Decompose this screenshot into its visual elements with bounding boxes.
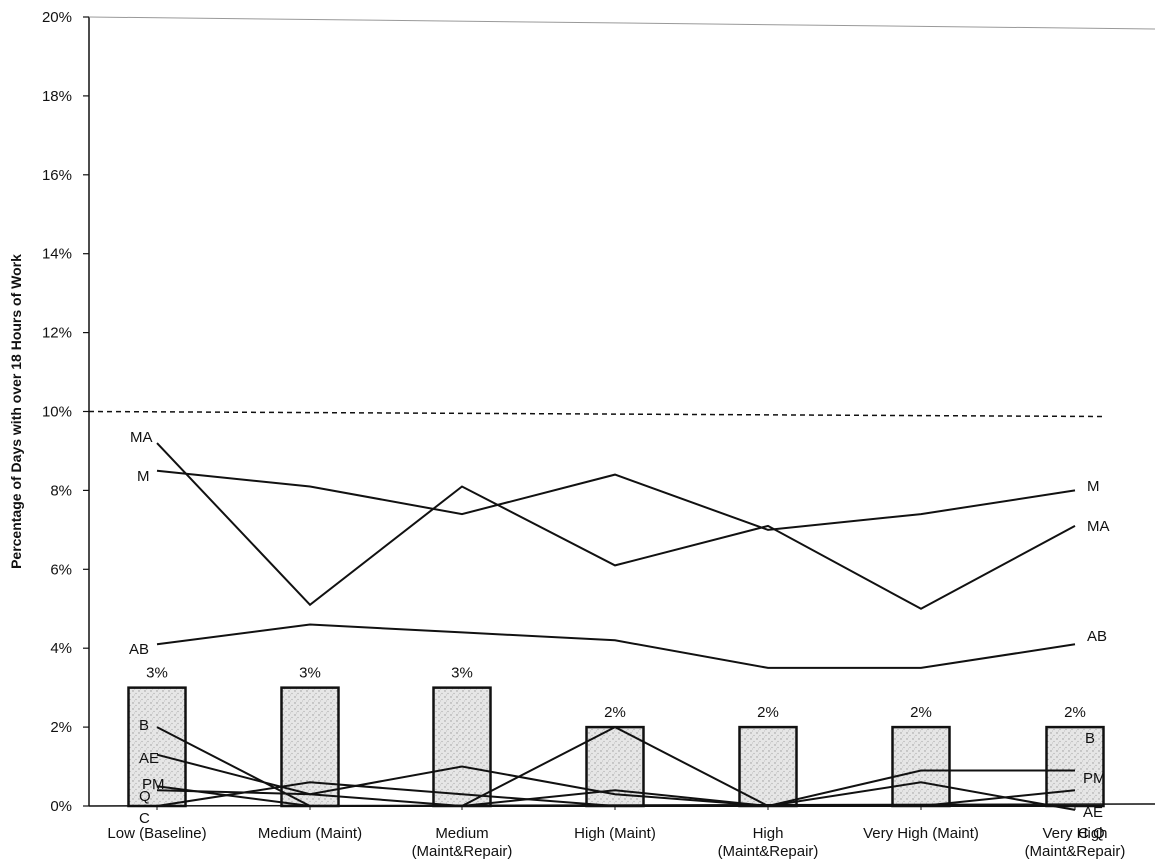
- bar-value-label: 3%: [146, 665, 168, 682]
- y-tick-label: 4%: [50, 640, 72, 657]
- series-end-label: AB: [1087, 628, 1107, 645]
- y-tick-label: 20%: [42, 9, 72, 26]
- y-tick-label: 10%: [42, 404, 72, 421]
- bar: [738, 725, 798, 808]
- y-tick-label: 18%: [42, 88, 72, 105]
- bar: [891, 725, 951, 808]
- series-line-m: [156, 469, 1076, 531]
- x-tick-label: Medium (Maint): [258, 825, 362, 842]
- y-tick-label: 14%: [42, 246, 72, 263]
- bar-value-label: 2%: [604, 704, 626, 721]
- series-start-label: M: [137, 468, 150, 485]
- bar: [127, 686, 187, 808]
- x-tick-label: Very High (Maint&Repair): [1025, 825, 1126, 860]
- bar-value-label: 2%: [757, 704, 779, 721]
- y-axis-label: Percentage of Days with over 18 Hours of…: [8, 254, 24, 569]
- threshold-line: [88, 410, 1104, 418]
- series-end-label: Q: [1093, 825, 1105, 842]
- series-start-label: B: [139, 717, 149, 734]
- series-end-label: AE: [1083, 804, 1103, 821]
- series-end-label: MA: [1087, 518, 1110, 535]
- bar: [280, 686, 340, 808]
- bar-value-label: 2%: [910, 704, 932, 721]
- y-tick-label: 6%: [50, 561, 72, 578]
- y-tick-label: 12%: [42, 325, 72, 342]
- series-start-label: AB: [129, 641, 149, 658]
- x-tick-label: High (Maint): [574, 825, 656, 842]
- series-start-label: C: [139, 810, 150, 827]
- bar: [432, 686, 492, 808]
- y-tick-label: 0%: [50, 798, 72, 815]
- series-end-label: C: [1078, 825, 1089, 842]
- bar-value-label: 2%: [1064, 704, 1086, 721]
- series-end-label: M: [1087, 478, 1100, 495]
- x-tick-label: Low (Baseline): [107, 825, 206, 842]
- y-tick-label: 2%: [50, 719, 72, 736]
- plot-top-border: [88, 16, 1156, 30]
- x-tick-label: High (Maint&Repair): [718, 825, 819, 860]
- series-line-ma: [156, 442, 1076, 610]
- series-start-label: AE: [139, 750, 159, 767]
- y-tick-label: 16%: [42, 167, 72, 184]
- x-tick-label: Medium (Maint&Repair): [412, 825, 513, 860]
- series-start-label: Q: [139, 788, 151, 805]
- bar-value-label: 3%: [451, 665, 473, 682]
- series-end-label: B: [1085, 730, 1095, 747]
- series-line-ab: [156, 623, 1076, 669]
- series-line-c: [156, 781, 1075, 807]
- series-start-label: PM: [142, 776, 165, 793]
- bar-value-label: 3%: [299, 665, 321, 682]
- y-tick-label: 8%: [50, 482, 72, 499]
- series-start-label: MA: [130, 429, 153, 446]
- series-end-label: PM: [1083, 770, 1106, 787]
- x-tick-label: Very High (Maint): [863, 825, 979, 842]
